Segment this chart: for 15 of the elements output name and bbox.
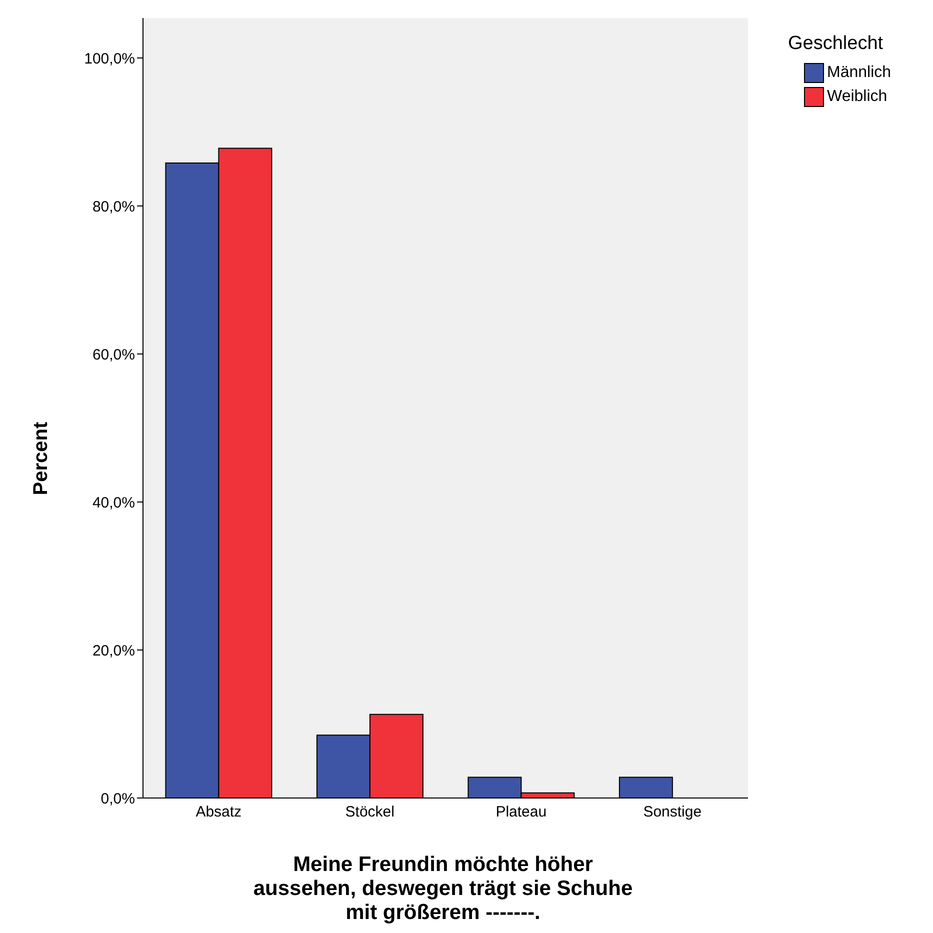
y-axis-title: Percent bbox=[30, 421, 54, 495]
y-tick-label: 20,0% bbox=[92, 642, 135, 660]
y-tick-label: 40,0% bbox=[92, 494, 135, 512]
y-tick-label: 100,0% bbox=[84, 50, 135, 68]
x-tick-label: Absatz bbox=[196, 804, 242, 821]
y-tick-label: 80,0% bbox=[92, 198, 135, 216]
x-axis-title: Meine Freundin möchte höher aussehen, deswegen trägt sie Schuhe mit größerem -------. bbox=[252, 853, 634, 925]
x-tick-label: Stöckel bbox=[345, 804, 394, 821]
legend-title: Geschlecht bbox=[788, 33, 884, 55]
y-tick-label: 0,0% bbox=[100, 790, 135, 808]
x-tick-label: Sonstige bbox=[643, 804, 702, 821]
y-tick-label: 60,0% bbox=[92, 346, 135, 364]
x-tick-label: Plateau bbox=[496, 804, 547, 821]
legend-label: Männlich bbox=[826, 63, 892, 83]
legend-label: Weiblich bbox=[826, 87, 888, 107]
